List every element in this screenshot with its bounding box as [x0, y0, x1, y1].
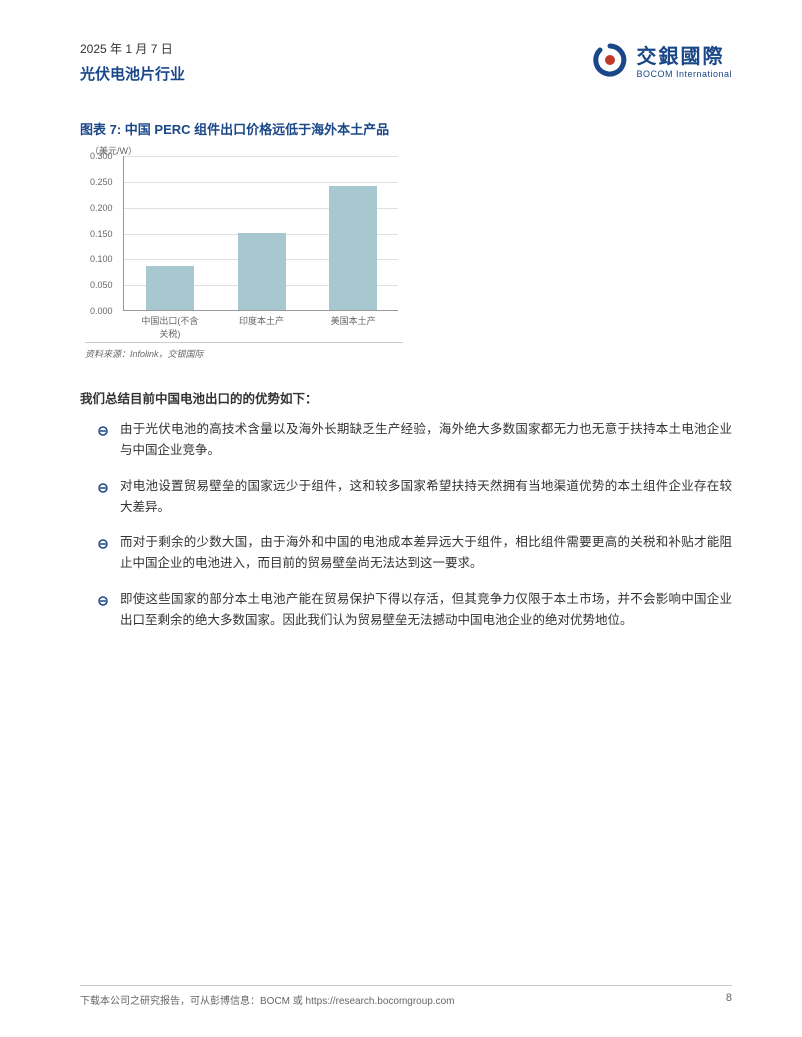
grid-line [124, 156, 398, 157]
y-tick-label: 0.300 [90, 151, 113, 161]
bullet-list: 由于光伏电池的高技术含量以及海外长期缺乏生产经验，海外绝大多数国家都无力也无意于… [80, 419, 732, 631]
bullet-item: 即使这些国家的部分本土电池产能在贸易保护下得以存活，但其竞争力仅限于本土市场，并… [80, 589, 732, 632]
bullet-text: 而对于剩余的少数大国，由于海外和中国的电池成本差异远大于组件，相比组件需要更高的… [120, 532, 732, 575]
y-tick-label: 0.250 [90, 177, 113, 187]
summary-intro: 我们总结目前中国电池出口的的优势如下： [80, 388, 732, 407]
bullet-item: 由于光伏电池的高技术含量以及海外长期缺乏生产经验，海外绝大多数国家都无力也无意于… [80, 419, 732, 462]
bullet-text: 由于光伏电池的高技术含量以及海外长期缺乏生产经验，海外绝大多数国家都无力也无意于… [120, 419, 732, 462]
bullet-text: 对电池设置贸易壁垒的国家远少于组件，这和较多国家希望扶持天然拥有当地渠道优势的本… [120, 476, 732, 519]
logo-text: 交銀國際 BOCOM International [636, 40, 732, 79]
page-number: 8 [726, 992, 732, 1007]
logo-en: BOCOM International [636, 69, 732, 79]
header: 2025 年 1 月 7 日 光伏电池片行业 交銀國際 BOCOM Intern… [80, 40, 732, 84]
chart-section: 图表 7: 中国 PERC 组件出口价格远低于海外本土产品 （美元/W） 0.0… [80, 119, 732, 360]
y-tick-label: 0.000 [90, 306, 113, 316]
bullet-marker-icon [98, 536, 108, 546]
footer-text: 下载本公司之研究报告，可从彭博信息：BOCM 或 https://researc… [80, 992, 455, 1007]
chart-bar [146, 266, 194, 310]
chart-container: （美元/W） 0.0000.0500.1000.1500.2000.2500.3… [85, 146, 403, 336]
y-tick-label: 0.050 [90, 280, 113, 290]
chart-bar [329, 186, 377, 310]
y-tick-label: 0.200 [90, 203, 113, 213]
chart-source: 资料来源：Infolink，交银国际 [85, 342, 403, 360]
bullet-marker-icon [98, 423, 108, 433]
footer: 下载本公司之研究报告，可从彭博信息：BOCM 或 https://researc… [80, 985, 732, 1007]
x-axis-label: 中国出口(不含 关税) [130, 314, 210, 340]
x-axis-label: 印度本土产 [222, 314, 302, 327]
industry-title: 光伏电池片行业 [80, 63, 185, 84]
x-axis-label: 美国本土产 [313, 314, 393, 327]
bullet-item: 而对于剩余的少数大国，由于海外和中国的电池成本差异远大于组件，相比组件需要更高的… [80, 532, 732, 575]
grid-line [124, 182, 398, 183]
logo: 交銀國際 BOCOM International [592, 40, 732, 79]
y-tick-label: 0.100 [90, 254, 113, 264]
chart-bar [238, 233, 286, 311]
bullet-text: 即使这些国家的部分本土电池产能在贸易保护下得以存活，但其竞争力仅限于本土市场，并… [120, 589, 732, 632]
header-left: 2025 年 1 月 7 日 光伏电池片行业 [80, 40, 185, 84]
chart-plot: 0.0000.0500.1000.1500.2000.2500.300中国出口(… [123, 156, 398, 311]
y-tick-label: 0.150 [90, 229, 113, 239]
bullet-marker-icon [98, 480, 108, 490]
bocom-logo-icon [592, 42, 628, 78]
chart-title: 图表 7: 中国 PERC 组件出口价格远低于海外本土产品 [80, 119, 732, 138]
logo-cn: 交銀國際 [636, 40, 732, 69]
summary-section: 我们总结目前中国电池出口的的优势如下： 由于光伏电池的高技术含量以及海外长期缺乏… [80, 388, 732, 631]
bullet-item: 对电池设置贸易壁垒的国家远少于组件，这和较多国家希望扶持天然拥有当地渠道优势的本… [80, 476, 732, 519]
report-date: 2025 年 1 月 7 日 [80, 40, 185, 57]
page-container: 2025 年 1 月 7 日 光伏电池片行业 交銀國際 BOCOM Intern… [0, 0, 802, 1037]
bullet-marker-icon [98, 593, 108, 603]
